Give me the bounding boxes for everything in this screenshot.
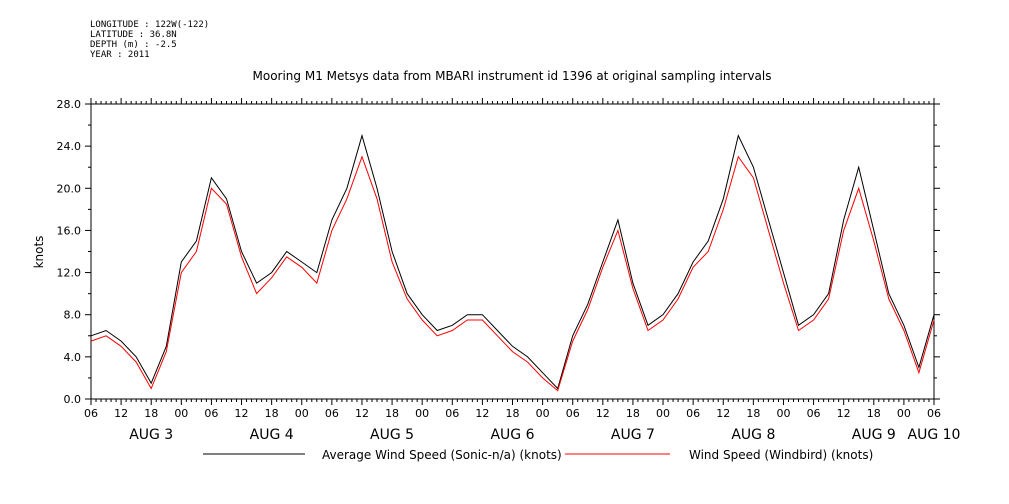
date-label: AUG 3: [129, 427, 173, 443]
x-tick-label: 12: [114, 407, 128, 420]
y-axis: 0.0 4.0 8.0 12.0 16.0 20.0 24.0 28.0: [57, 98, 940, 406]
x-tick-label: 00: [536, 407, 550, 420]
series-line-average-wind-speed: [90, 133, 935, 390]
x-tick-label: 18: [144, 407, 158, 420]
x-tick-label: 06: [445, 407, 459, 420]
series-line-windbird: [90, 155, 935, 392]
latitude-label: LATITUDE : 36.8N: [90, 30, 177, 40]
year-label: YEAR : 2011: [90, 50, 150, 60]
y-tick-label: 20.0: [57, 182, 82, 195]
x-tick-label: 12: [475, 407, 489, 420]
x-tick-label: 06: [204, 407, 218, 420]
metadata-block: LONGITUDE : 122W(-122) LATITUDE : 36.8N …: [90, 20, 209, 60]
legend-label-windbird: Wind Speed (Windbird) (knots): [689, 448, 873, 462]
x-tick-label: 06: [686, 407, 700, 420]
legend-label-average-wind-speed: Average Wind Speed (Sonic-n/a) (knots): [322, 448, 562, 462]
date-label: AUG 10: [908, 427, 961, 443]
x-tick-label: 12: [596, 407, 610, 420]
x-tick-label: 18: [385, 407, 399, 420]
date-label: AUG 9: [852, 427, 896, 443]
y-tick-label: 24.0: [57, 140, 82, 153]
x-tick-label: 00: [897, 407, 911, 420]
legend: Average Wind Speed (Sonic-n/a) (knots) Wi…: [203, 448, 873, 462]
y-tick-label: 0.0: [64, 393, 82, 406]
date-label: AUG 8: [731, 427, 775, 443]
date-label: AUG 6: [490, 427, 534, 443]
x-tick-label: 18: [626, 407, 640, 420]
longitude-label: LONGITUDE : 122W(-122): [90, 20, 210, 30]
y-tick-label: 8.0: [64, 309, 82, 322]
x-tick-label: 12: [716, 407, 730, 420]
x-axis: 06 12 18 00 06 12 18 00 06 12 18 00 06 12 18 00 06 12 18 00…: [84, 98, 960, 443]
plot-frame: [90, 103, 935, 400]
x-tick-label: 18: [265, 407, 279, 420]
y-tick-label: 4.0: [64, 351, 82, 364]
date-label: AUG 5: [370, 427, 414, 443]
x-tick-label: 18: [867, 407, 881, 420]
x-tick-label: 12: [837, 407, 851, 420]
x-tick-label: 00: [776, 407, 790, 420]
y-tick-label: 16.0: [57, 224, 82, 237]
chart-title: Mooring M1 Metsys data from MBARI instru…: [253, 69, 772, 83]
depth-label: DEPTH (m) : -2.5: [90, 40, 177, 50]
x-tick-label: 00: [415, 407, 429, 420]
x-tick-label: 06: [325, 407, 339, 420]
x-tick-label: 18: [746, 407, 760, 420]
y-tick-label: 12.0: [57, 267, 82, 280]
x-tick-label: 00: [295, 407, 309, 420]
x-tick-label: 00: [174, 407, 188, 420]
x-tick-label: 06: [807, 407, 821, 420]
x-tick-label: 00: [656, 407, 670, 420]
x-tick-label: 12: [235, 407, 249, 420]
date-label: AUG 7: [611, 427, 655, 443]
x-tick-label: 12: [355, 407, 369, 420]
date-label: AUG 4: [250, 427, 294, 443]
x-tick-label: 06: [566, 407, 580, 420]
x-tick-label: 06: [927, 407, 941, 420]
y-axis-label: knots: [32, 236, 46, 269]
x-tick-label: 18: [506, 407, 520, 420]
x-tick-label: 06: [84, 407, 98, 420]
series-layer: [90, 133, 935, 392]
y-tick-label: 28.0: [57, 98, 82, 111]
